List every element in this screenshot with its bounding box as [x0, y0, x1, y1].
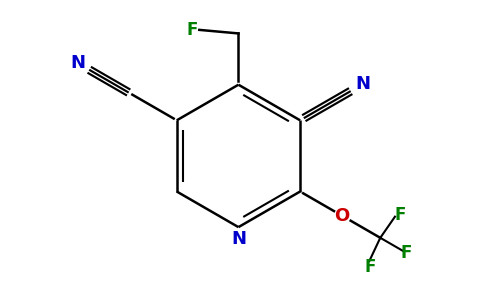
Text: O: O [334, 207, 349, 225]
Text: N: N [70, 54, 85, 72]
Text: N: N [231, 230, 246, 247]
Text: F: F [186, 21, 198, 39]
Text: F: F [394, 206, 406, 224]
Text: F: F [364, 258, 376, 276]
Text: F: F [400, 244, 412, 262]
Text: N: N [355, 75, 370, 93]
